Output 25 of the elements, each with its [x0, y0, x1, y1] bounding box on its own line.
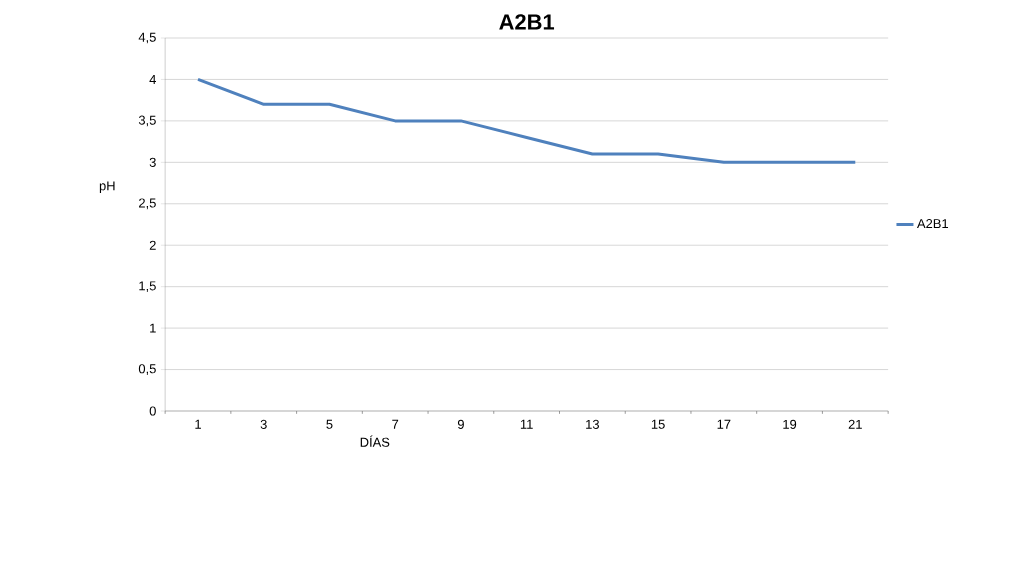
y-tick-label: 1,5 — [139, 281, 156, 292]
y-tick-label: 3,5 — [138, 115, 156, 127]
x-tick-label: 7 — [392, 419, 399, 429]
y-tick-label: 2 — [149, 240, 156, 250]
y-tick-label: 4,5 — [138, 32, 156, 44]
legend-label: A2B1 — [916, 219, 949, 229]
x-axis-title: DÍAS — [360, 435, 390, 447]
y-tick-label: 4 — [149, 74, 156, 84]
x-tick-label: 19 — [783, 419, 797, 429]
x-tick-label: 1 — [195, 419, 201, 429]
x-tick-label: 13 — [586, 419, 600, 429]
x-tick-label: 21 — [848, 419, 862, 429]
y-tick-label: 1 — [150, 323, 156, 333]
y-tick-label: 2,5 — [139, 198, 156, 210]
y-tick-label: 0,5 — [138, 364, 156, 375]
y-axis-title: pH — [99, 181, 115, 193]
x-tick-label: 3 — [260, 419, 267, 429]
y-tick-label: 0 — [149, 406, 156, 416]
y-tick-label: 3 — [149, 157, 156, 167]
x-tick-label: 15 — [651, 419, 665, 429]
x-tick-label: 5 — [326, 419, 333, 429]
x-tick-label: 17 — [717, 419, 731, 429]
chart-title: A2B1 — [499, 14, 555, 30]
x-tick-label: 9 — [457, 419, 464, 429]
x-tick-label: 11 — [520, 419, 533, 429]
